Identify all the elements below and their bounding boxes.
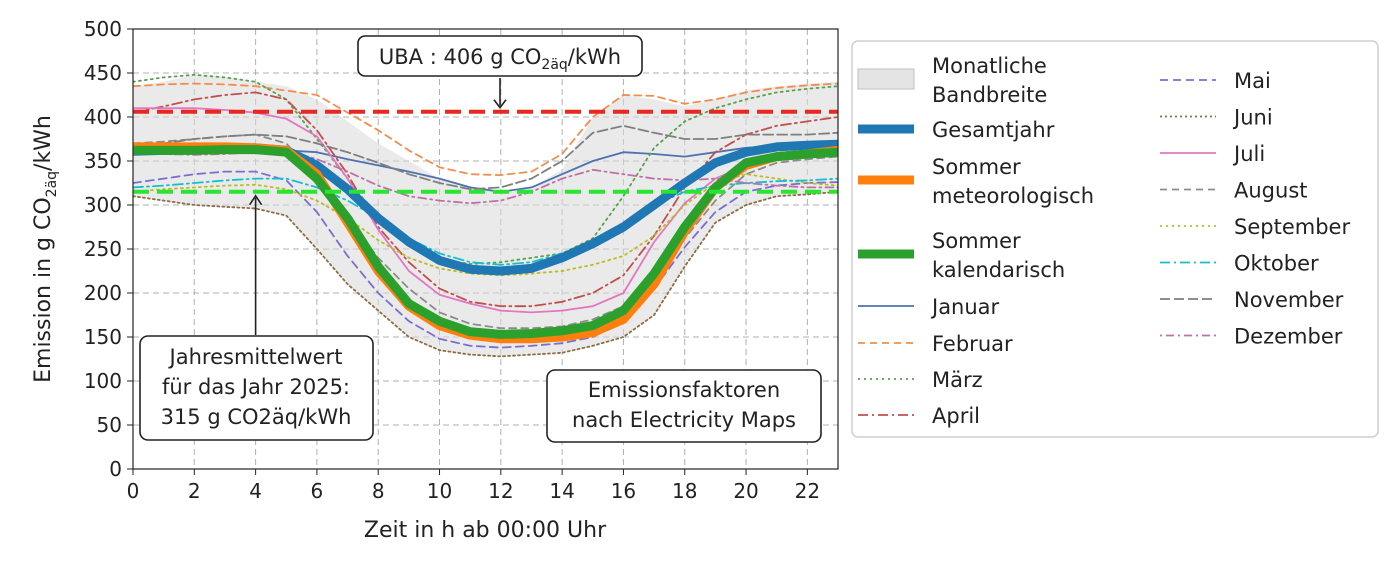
x-tick-label: 22 — [795, 479, 820, 503]
y-tick-label: 200 — [84, 281, 122, 305]
y-tick-label: 500 — [84, 17, 122, 41]
mean-label-box — [139, 335, 374, 441]
reference-lines — [133, 109, 838, 194]
legend-label: meteorologisch — [932, 184, 1094, 208]
x-axis-label: Zeit in h ab 00:00 Uhr — [364, 518, 607, 543]
x-tick-label: 8 — [372, 479, 385, 503]
y-tick-label: 100 — [84, 369, 122, 393]
series-line-juli — [133, 107, 838, 314]
uba-arrow-head — [493, 99, 507, 110]
uba-label-sub: 2äq — [541, 57, 567, 73]
uba-label: UBA : 406 g CO2äq/kWh — [379, 45, 621, 73]
x-tick-label: 14 — [549, 479, 574, 503]
y-axis-label-tail: /kWh — [31, 115, 56, 171]
series-line-april — [133, 91, 838, 308]
mean-label-line: Jahresmittelwert — [168, 345, 343, 369]
uba-label-main: UBA : 406 g CO — [379, 45, 542, 69]
legend-label: kalendarisch — [932, 258, 1065, 282]
legend-label: Bandbreite — [932, 83, 1047, 107]
axis-ticks: 0 2 4 6 8 10 12 14 16 18 20 22 0 50 100 150 200 250 300 350… — [84, 17, 820, 503]
y-tick-label: 300 — [84, 193, 122, 217]
y-axis-label-main: Emission in g CO — [31, 197, 56, 383]
y-tick-label: 50 — [97, 413, 122, 437]
uba-label-box — [357, 35, 643, 77]
legend-label: Monatliche — [932, 54, 1047, 78]
series-layer — [133, 73, 838, 358]
legend-label: August — [1234, 179, 1308, 203]
legend-label: April — [932, 404, 980, 428]
legend-handle-band — [857, 68, 915, 90]
x-tick-label: 12 — [488, 479, 513, 503]
legend-label: Juni — [1232, 106, 1273, 130]
x-tick-label: 4 — [249, 479, 262, 503]
legend-box — [851, 40, 1379, 438]
series-line-november — [133, 124, 838, 191]
mean-label-line: 315 g CO2äq/kWh — [161, 405, 352, 429]
band-area — [133, 74, 838, 357]
legend-label: Juli — [1232, 142, 1265, 166]
band-layer — [133, 74, 838, 357]
y-tick-label: 450 — [84, 61, 122, 85]
mean-arrow-head — [248, 194, 263, 206]
annotations: UBA : 406 g CO2äq/kWh Jahresmittelwert für… — [139, 35, 822, 443]
y-tick-label: 250 — [84, 237, 122, 261]
legend-label: März — [932, 368, 983, 392]
y-tick-label: 0 — [109, 457, 122, 481]
uba-label-tail: /kWh — [568, 45, 621, 69]
x-tick-label: 2 — [188, 479, 201, 503]
y-tick-label: 400 — [84, 105, 122, 129]
y-axis-label-sub: 2äq — [44, 171, 60, 197]
x-tick-label: 18 — [672, 479, 697, 503]
legend: Monatliche Bandbreite Gesamtjahr Sommer mete… — [851, 40, 1379, 438]
legend-label: Sommer — [932, 155, 1021, 179]
y-axis-label: Emission in g CO2äq/kWh — [31, 115, 60, 383]
source-note-box — [546, 369, 822, 443]
series-line-mai — [133, 170, 838, 349]
series-line-august — [133, 133, 838, 330]
x-tick-label: 10 — [427, 479, 452, 503]
x-tick-label: 16 — [611, 479, 636, 503]
legend-label: Oktober — [1234, 252, 1319, 276]
series-line-februar — [133, 82, 838, 176]
source-note-line: nach Electricity Maps — [572, 408, 796, 432]
y-tick-label: 350 — [84, 149, 122, 173]
legend-label: Dezember — [1234, 325, 1343, 349]
legend-label: Februar — [932, 332, 1013, 356]
legend-label: September — [1234, 215, 1350, 239]
series-line-sommer-kalendarisch — [133, 145, 838, 339]
x-tick-label: 0 — [127, 479, 140, 503]
y-tick-label: 150 — [84, 325, 122, 349]
mean-label-line: für das Jahr 2025: — [162, 375, 350, 399]
legend-label: Januar — [930, 295, 1000, 319]
legend-label: Gesamtjahr — [932, 118, 1055, 142]
legend-label: November — [1234, 288, 1344, 312]
source-note-line: Emissionsfaktoren — [588, 378, 780, 402]
legend-label: Mai — [1234, 69, 1271, 93]
x-tick-label: 20 — [733, 479, 758, 503]
x-tick-label: 6 — [311, 479, 324, 503]
legend-label: Sommer — [932, 229, 1021, 253]
series-line-juni — [133, 190, 838, 358]
